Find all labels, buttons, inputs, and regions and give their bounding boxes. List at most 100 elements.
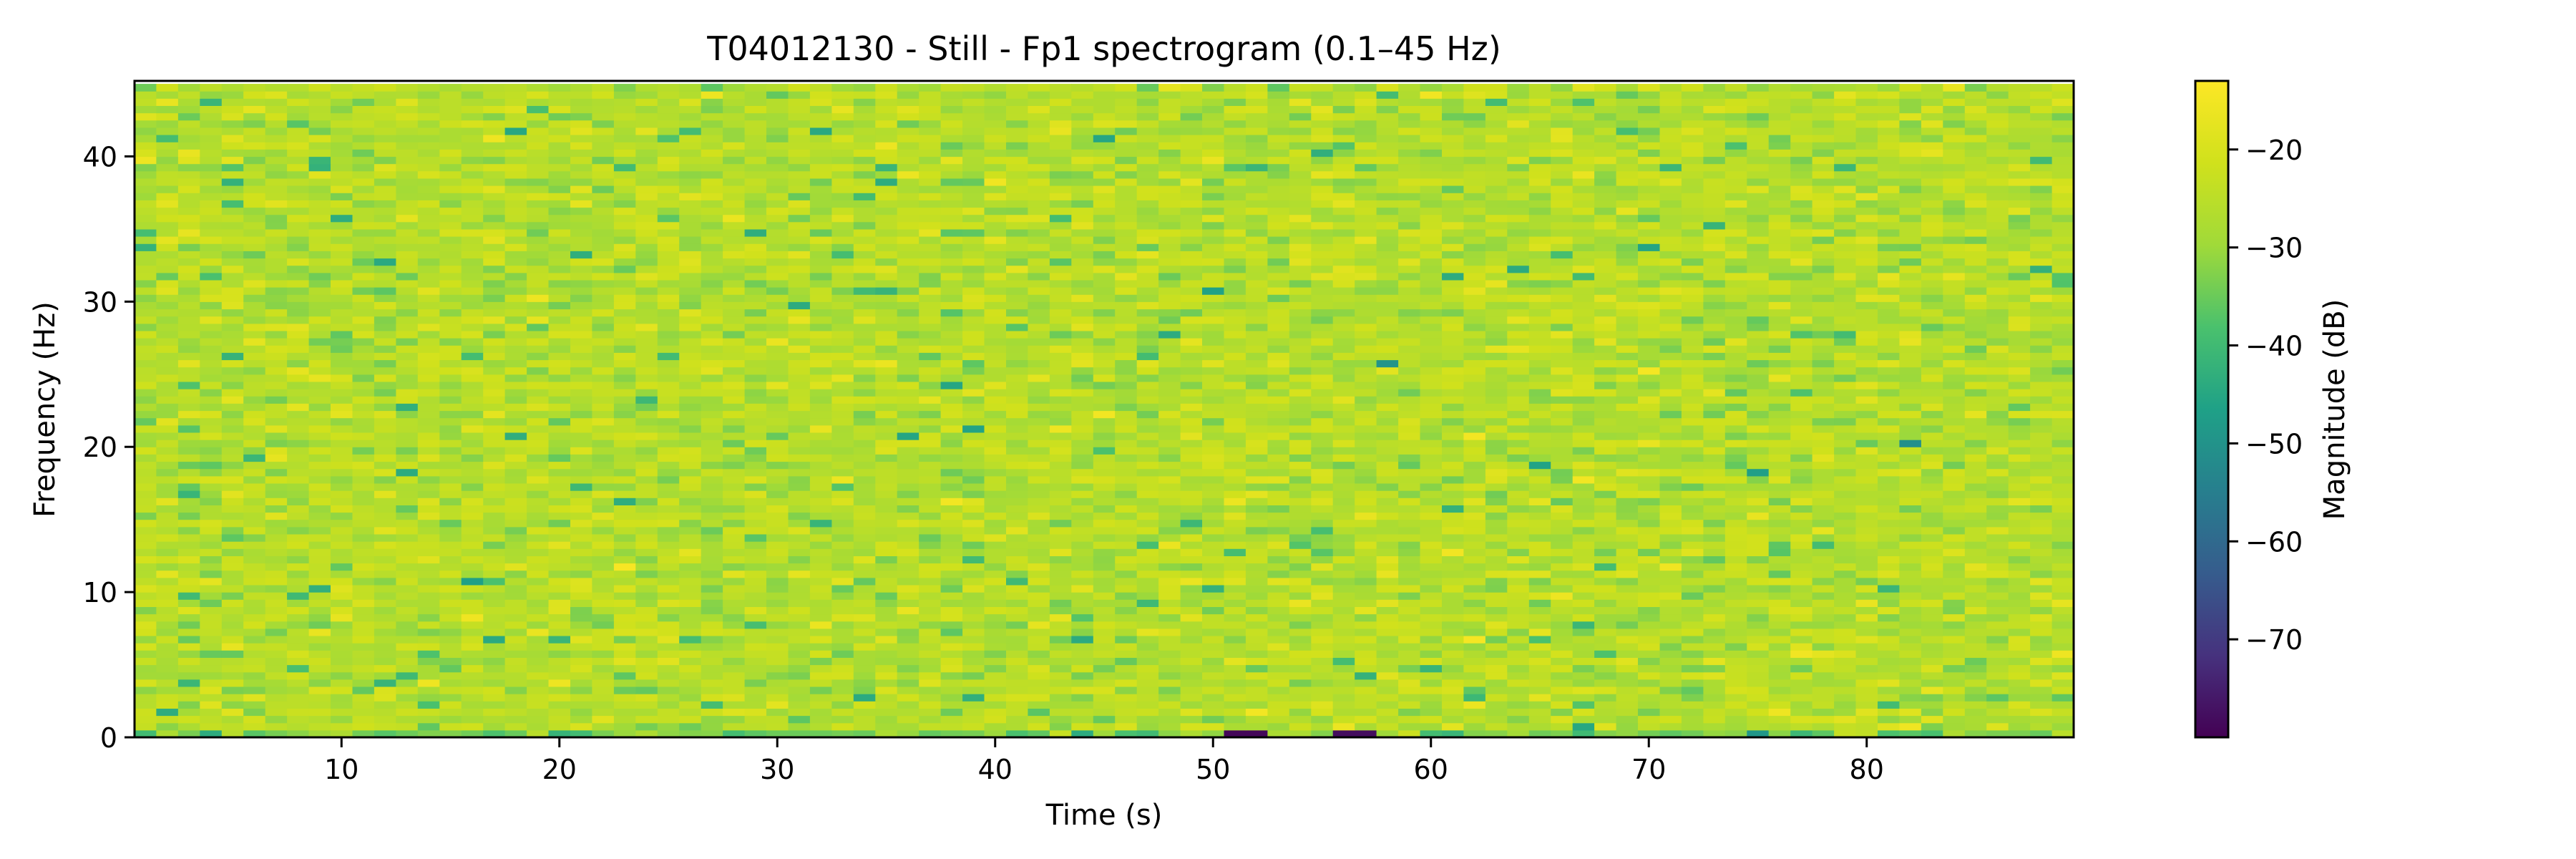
heatmap-cell — [1572, 475, 1595, 484]
heatmap-cell — [1878, 592, 1900, 600]
heatmap-cell — [1899, 636, 1922, 644]
heatmap-cell — [570, 345, 592, 353]
heatmap-cell — [352, 512, 375, 520]
heatmap-cell — [1245, 505, 1268, 513]
heatmap-cell — [853, 345, 876, 353]
heatmap-cell — [1442, 367, 1464, 375]
heatmap-cell — [1812, 621, 1835, 629]
heatmap-cell — [1245, 577, 1268, 586]
heatmap-cell — [788, 417, 811, 426]
heatmap-cell — [1202, 475, 1224, 484]
heatmap-cell — [613, 722, 636, 731]
heatmap-cell — [831, 729, 854, 737]
heatmap-cell — [940, 585, 963, 593]
heatmap-cell — [1638, 606, 1660, 615]
heatmap-cell — [1311, 526, 1334, 535]
heatmap-cell — [331, 643, 353, 651]
heatmap-cell — [809, 570, 832, 578]
heatmap-cell — [853, 498, 876, 505]
heatmap-cell — [1616, 338, 1639, 346]
heatmap-cell — [1659, 585, 1682, 593]
heatmap-cell — [592, 519, 615, 528]
heatmap-cell — [2051, 621, 2074, 629]
heatmap-cell — [940, 490, 963, 498]
heatmap-cell — [1224, 621, 1246, 629]
heatmap-cell — [592, 679, 615, 687]
heatmap-cell — [308, 636, 331, 644]
heatmap-cell — [1899, 468, 1922, 477]
heatmap-cell — [1616, 461, 1639, 470]
heatmap-cell — [1093, 461, 1116, 470]
heatmap-cell — [1790, 338, 1813, 346]
heatmap-cell — [1878, 454, 1900, 462]
heatmap-cell — [1507, 367, 1530, 375]
heatmap-cell — [1245, 555, 1268, 564]
heatmap-cell — [1659, 643, 1682, 651]
heatmap-cell — [221, 729, 244, 737]
heatmap-cell — [766, 577, 789, 586]
heatmap-cell — [461, 650, 484, 658]
heatmap-cell — [1136, 490, 1159, 498]
heatmap-cell — [1136, 389, 1159, 397]
heatmap-cell — [570, 352, 592, 361]
heatmap-cell — [1747, 585, 1770, 593]
heatmap-cell — [243, 563, 266, 571]
heatmap-cell — [1398, 447, 1421, 455]
heatmap-cell — [396, 628, 419, 636]
heatmap-cell — [221, 432, 244, 440]
heatmap-cell — [744, 498, 767, 505]
heatmap-cell — [1202, 592, 1224, 600]
heatmap-cell — [1943, 498, 1966, 505]
heatmap-cell — [766, 475, 789, 484]
heatmap-cell — [1768, 729, 1791, 737]
heatmap-cell — [1071, 621, 1094, 629]
heatmap-cell — [1224, 541, 1246, 549]
heatmap-cell — [1964, 563, 1987, 571]
heatmap-cell — [657, 338, 680, 346]
heatmap-cell — [331, 541, 353, 549]
heatmap-cell — [853, 505, 876, 513]
heatmap-cell — [1790, 541, 1813, 549]
heatmap-cell — [243, 606, 266, 615]
heatmap-cell — [1551, 389, 1574, 397]
heatmap-cell — [352, 628, 375, 636]
heatmap-cell — [1202, 701, 1224, 709]
heatmap-cell — [2051, 664, 2074, 673]
heatmap-cell — [2051, 367, 2074, 375]
heatmap-cell — [1093, 541, 1116, 549]
heatmap-cell — [1028, 701, 1050, 709]
heatmap-cell — [809, 447, 832, 455]
heatmap-cell — [1681, 577, 1704, 586]
heatmap-cell — [2008, 498, 2031, 505]
heatmap-cell — [308, 534, 331, 542]
heatmap-cell — [853, 664, 876, 673]
heatmap-cell — [2030, 628, 2053, 636]
heatmap-cell — [1681, 382, 1704, 389]
heatmap-cell — [1006, 417, 1028, 426]
heatmap-cell — [417, 475, 440, 484]
heatmap-cells — [135, 84, 2074, 737]
heatmap-cell — [984, 606, 1007, 615]
heatmap-cell — [875, 389, 898, 397]
heatmap-cell — [1028, 498, 1050, 505]
heatmap-cell — [657, 396, 680, 404]
heatmap-cell — [1049, 461, 1072, 470]
heatmap-cell — [1289, 694, 1312, 702]
heatmap-cell — [723, 367, 746, 375]
heatmap-cell — [1724, 526, 1747, 535]
heatmap-cell — [243, 410, 266, 419]
heatmap-cell — [504, 577, 527, 586]
heatmap-cell — [1158, 374, 1181, 382]
heatmap-cell — [635, 403, 658, 412]
heatmap-cell — [1616, 367, 1639, 375]
heatmap-cell — [613, 577, 636, 586]
heatmap-cell — [1790, 417, 1813, 426]
heatmap-cell — [1442, 519, 1464, 528]
heatmap-cell — [679, 592, 702, 600]
heatmap-cell — [1964, 352, 1987, 361]
heatmap-cell — [1528, 715, 1551, 724]
heatmap-cell — [1986, 410, 2009, 419]
heatmap-cell — [1289, 330, 1312, 339]
heatmap-cell — [439, 534, 462, 542]
heatmap-cell — [1289, 599, 1312, 607]
